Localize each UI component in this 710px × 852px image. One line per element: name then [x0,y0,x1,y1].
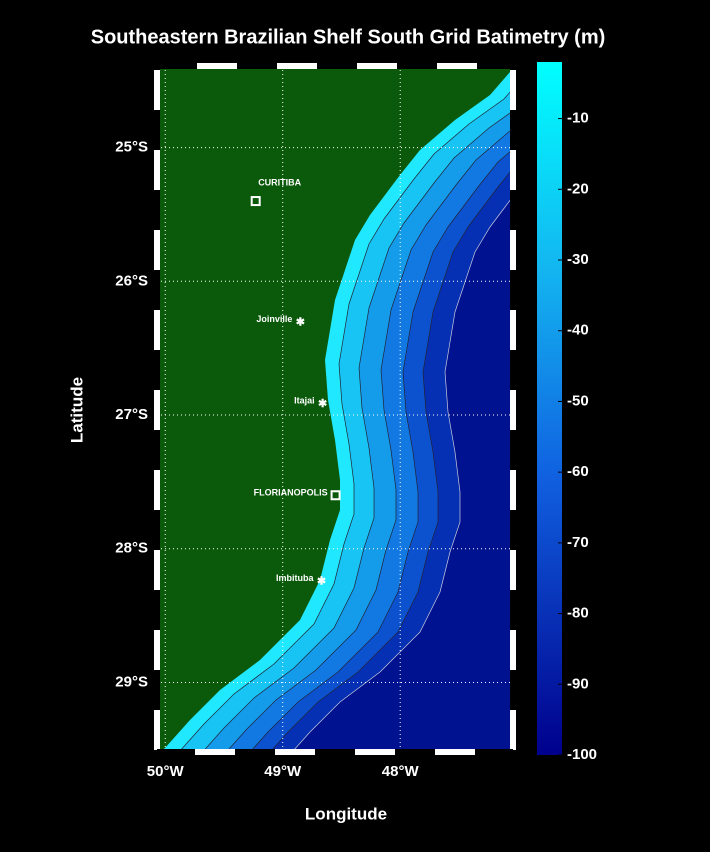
city-marker: ✱ [318,398,327,410]
city-label: Imbituba [276,573,314,583]
city-label: Itajai [294,395,315,405]
city-marker: ✱ [296,316,305,328]
y-axis-label: Latitude [67,377,86,443]
city-label: Joinville [256,314,292,324]
city-label: CURITIBA [258,177,301,187]
x-tick-label: 48°W [382,763,420,780]
city-marker [330,490,341,501]
title: Southeastern Brazilian Shelf South Grid … [91,26,606,48]
y-tick-label: 28°S [115,540,148,557]
map-area [157,66,513,752]
city-marker: ✱ [317,576,326,588]
colorbar-tick-label: -10 [567,110,589,127]
city-marker [250,196,261,207]
colorbar-tick-label: -20 [567,180,589,197]
x-tick-label: 49°W [264,763,302,780]
colorbar-tick-label: -90 [567,675,589,692]
colorbar-tick-label: -80 [567,605,589,622]
colorbar-tick-label: -50 [567,392,589,409]
graticule [157,66,513,752]
x-axis-label: Longitude [305,804,387,823]
colorbar-tick-label: -30 [567,251,589,268]
colorbar [537,62,562,755]
y-tick-label: 29°S [115,673,148,690]
y-tick-label: 26°S [115,272,148,289]
city-label: FLORIANOPOLIS [254,488,328,498]
colorbar-tick-label: -70 [567,534,589,551]
colorbar-tick-label: -60 [567,463,589,480]
y-tick-label: 27°S [115,406,148,423]
y-tick-label: 25°S [115,139,148,156]
map-frame-dashes [154,63,516,755]
colorbar-tick-label: -100 [567,746,597,763]
x-tick-label: 50°W [147,763,185,780]
colorbar-tick-label: -40 [567,322,589,339]
